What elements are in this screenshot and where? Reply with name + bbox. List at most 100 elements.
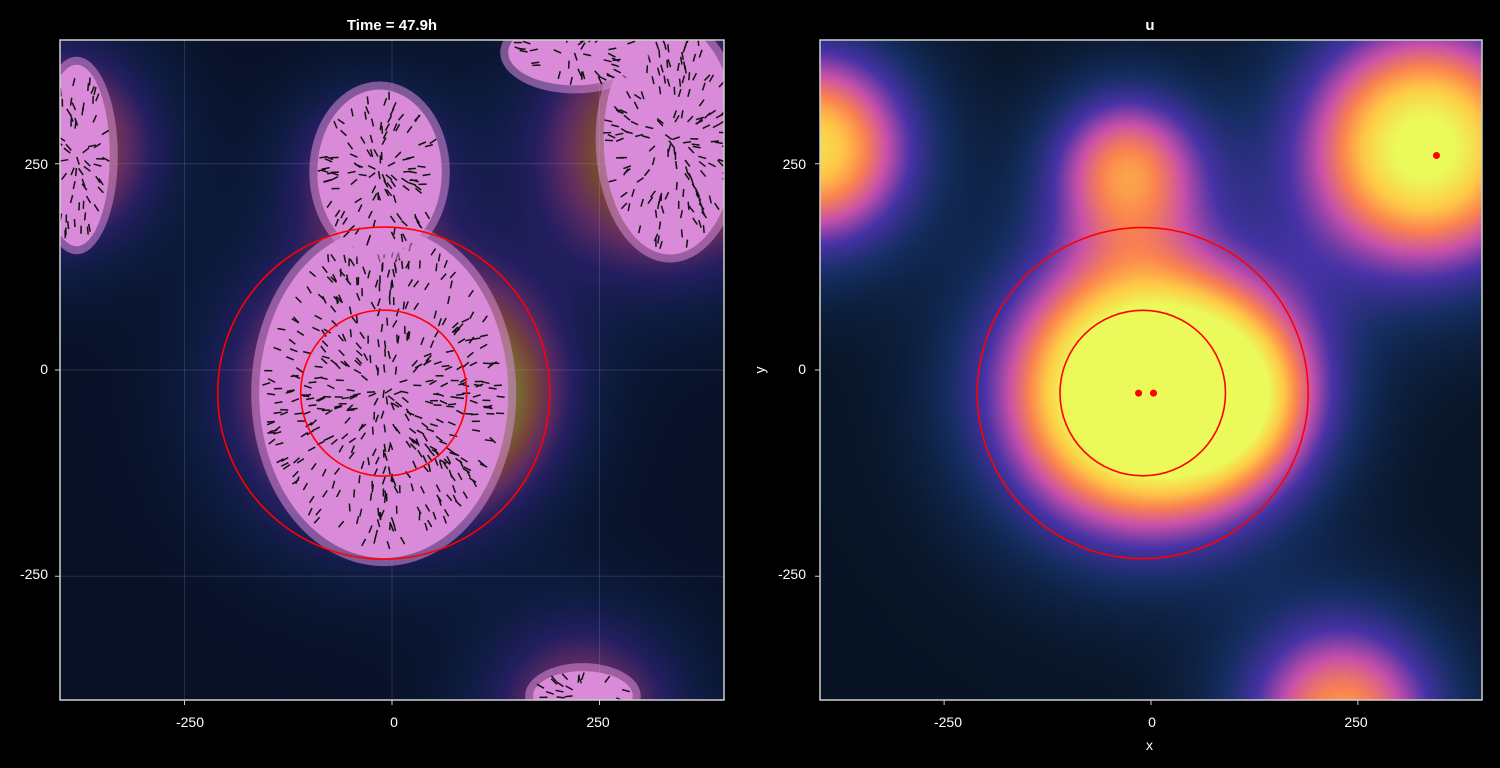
cell-orientation-mark bbox=[369, 134, 374, 143]
cell-orientation-mark bbox=[392, 123, 398, 132]
cell-orientation-mark bbox=[317, 168, 326, 172]
cell-orientation-mark bbox=[437, 318, 442, 327]
cell-orientation-mark bbox=[427, 519, 433, 528]
cell-orientation-mark bbox=[280, 411, 289, 416]
cell-orientation-mark bbox=[392, 423, 398, 432]
cell-orientation-mark bbox=[712, 123, 721, 129]
cell-orientation-mark bbox=[391, 279, 394, 288]
cell-orientation-mark bbox=[454, 500, 462, 507]
cell-orientation-mark bbox=[377, 339, 380, 348]
cell-orientation-mark bbox=[319, 156, 328, 159]
cell-orientation-mark bbox=[482, 362, 492, 365]
cell-orientation-mark bbox=[336, 489, 342, 498]
cell-orientation-mark bbox=[317, 396, 326, 402]
cell-orientation-mark bbox=[346, 408, 355, 412]
cell-orientation-mark bbox=[370, 118, 375, 127]
cell-orientation-mark bbox=[399, 379, 408, 383]
cell-orientation-mark bbox=[334, 362, 341, 370]
cell-orientation-mark bbox=[429, 423, 438, 427]
cell-orientation-mark bbox=[354, 197, 362, 204]
cell-orientation-mark bbox=[704, 112, 711, 119]
cell-orientation-mark bbox=[295, 367, 304, 373]
cell-orientation-mark bbox=[569, 76, 573, 85]
cell-orientation-mark bbox=[674, 114, 680, 123]
cell-orientation-mark bbox=[698, 99, 705, 107]
cell-orientation-mark bbox=[666, 78, 671, 87]
right-y-axis-label: y bbox=[751, 366, 768, 374]
cell-orientation-mark bbox=[436, 392, 445, 397]
cell-orientation-mark bbox=[615, 107, 623, 115]
cell-orientation-mark bbox=[350, 178, 358, 186]
cell-orientation-mark bbox=[668, 140, 675, 148]
cell-orientation-mark bbox=[324, 158, 333, 163]
cell-orientation-mark bbox=[400, 177, 409, 184]
cell-orientation-mark bbox=[449, 271, 457, 279]
cell-orientation-mark bbox=[583, 53, 592, 57]
cell-orientation-mark bbox=[327, 254, 330, 263]
cell-orientation-mark bbox=[269, 429, 278, 433]
cell-orientation-mark bbox=[321, 265, 328, 274]
cell-orientation-mark bbox=[410, 438, 418, 445]
cell-orientation-mark bbox=[306, 397, 315, 401]
cell-orientation-mark bbox=[348, 437, 357, 444]
cell-orientation-mark bbox=[341, 396, 350, 400]
cell-orientation-mark bbox=[620, 127, 629, 134]
cell-orientation-mark bbox=[83, 165, 91, 172]
cell-orientation-mark bbox=[295, 296, 302, 304]
cell-orientation-mark bbox=[335, 296, 339, 305]
cell-orientation-mark bbox=[451, 321, 459, 329]
cell-orientation-mark bbox=[424, 443, 431, 451]
cell-orientation-mark bbox=[373, 468, 379, 477]
cell-orientation-mark bbox=[425, 354, 432, 362]
cell-orientation-mark bbox=[363, 352, 369, 361]
cell-orientation-mark bbox=[440, 382, 449, 388]
cell-orientation-mark bbox=[565, 685, 573, 691]
cell-orientation-mark bbox=[338, 445, 344, 453]
cell-orientation-mark bbox=[449, 433, 458, 438]
cell-orientation-mark bbox=[410, 178, 419, 183]
cell-orientation-mark bbox=[71, 102, 77, 111]
cell-orientation-mark bbox=[383, 179, 389, 188]
cell-orientation-mark bbox=[321, 355, 330, 360]
cell-orientation-mark bbox=[302, 482, 308, 491]
cell-orientation-mark bbox=[291, 478, 300, 485]
cell-orientation-mark bbox=[598, 75, 607, 81]
cell-orientation-mark bbox=[658, 86, 662, 95]
cell-orientation-mark bbox=[377, 298, 381, 307]
cell-orientation-mark bbox=[337, 118, 345, 125]
cell-orientation-mark bbox=[369, 492, 373, 501]
cell-orientation-mark bbox=[92, 114, 98, 123]
cell-orientation-mark bbox=[657, 200, 660, 210]
cell-orientation-mark bbox=[449, 451, 458, 456]
cell-orientation-mark bbox=[402, 184, 410, 192]
cell-orientation-mark bbox=[291, 318, 300, 324]
cell-orientation-mark bbox=[74, 120, 77, 129]
cell-orientation-mark bbox=[677, 89, 682, 98]
cell-orientation-mark bbox=[394, 151, 402, 159]
cell-orientation-mark bbox=[633, 101, 639, 110]
cell-orientation-mark bbox=[349, 395, 358, 400]
cell-orientation-mark bbox=[384, 188, 390, 197]
cell-orientation-mark bbox=[619, 109, 628, 114]
cell-orientation-mark bbox=[359, 331, 366, 340]
cell-orientation-mark bbox=[438, 460, 443, 470]
cell-orientation-mark bbox=[338, 349, 345, 357]
cell-orientation-mark bbox=[684, 159, 691, 167]
cell-orientation-mark bbox=[362, 266, 367, 275]
cell-orientation-mark bbox=[73, 218, 76, 228]
cell-orientation-mark bbox=[366, 96, 369, 105]
cell-orientation-mark bbox=[323, 328, 332, 334]
cell-orientation-mark bbox=[273, 430, 282, 435]
cell-orientation-mark bbox=[72, 78, 76, 87]
cell-orientation-mark bbox=[434, 457, 439, 466]
cell-orientation-mark bbox=[612, 58, 621, 62]
cell-orientation-mark bbox=[374, 279, 379, 288]
cell-orientation-mark bbox=[391, 402, 400, 408]
cell-orientation-mark bbox=[715, 113, 724, 119]
cell-orientation-mark bbox=[401, 233, 407, 242]
cell-orientation-mark bbox=[680, 229, 684, 238]
cell-orientation-mark bbox=[365, 106, 370, 115]
cell-orientation-mark bbox=[406, 331, 410, 340]
cell-orientation-mark bbox=[384, 123, 391, 131]
right-chart-title: u bbox=[1145, 17, 1155, 34]
